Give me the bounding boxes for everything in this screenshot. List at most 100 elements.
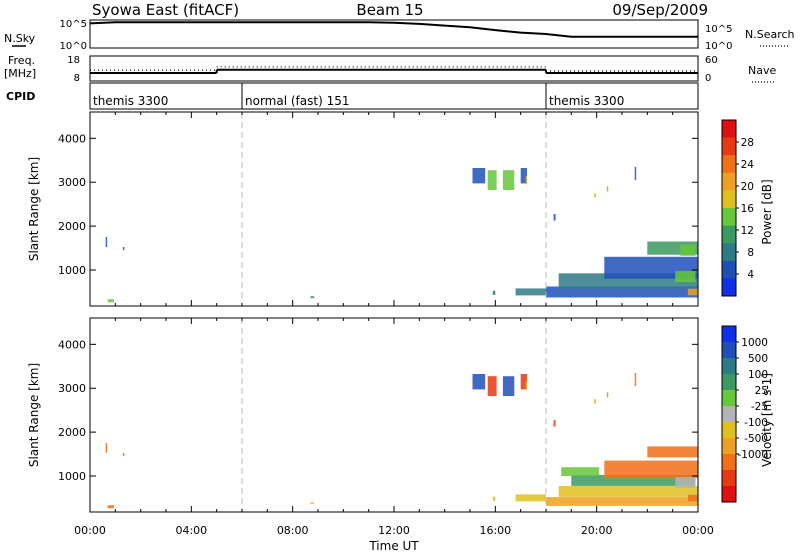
velocity-colorbar-label: Velocity [m s-1] <box>760 373 774 467</box>
power-colorbar-cell-5 <box>722 208 736 226</box>
power-colorbar-tick-label-5: 24 <box>741 159 755 171</box>
power-patch-7 <box>520 168 527 184</box>
velocity-patch-16 <box>675 477 696 489</box>
velocity-patch-7 <box>520 374 527 390</box>
power-colorbar-label: Power [dB] <box>760 179 774 244</box>
freq-left-tick-top: 18 <box>67 55 80 66</box>
power-patch-9 <box>515 288 546 296</box>
velocity-patch-21 <box>634 372 637 387</box>
velocity-patch-6 <box>502 376 515 396</box>
time-axis-label: Time UT <box>368 539 419 553</box>
velocity-colorbar-cell-1 <box>722 342 736 359</box>
velocity-patch-2 <box>122 453 125 457</box>
power-patch-3 <box>310 296 315 299</box>
velocity-ylabel: Slant Range [km] <box>27 363 41 467</box>
nsky-right-tick-top: 10^5 <box>705 24 732 35</box>
velocity-patch-18 <box>594 399 597 404</box>
velocity-colorbar-cell-4 <box>722 390 736 407</box>
velocity-frame <box>89 317 699 513</box>
velocity-colorbar-tick-label-1: 500 <box>748 353 768 365</box>
power-patch-6 <box>502 170 515 190</box>
velocity-patch-3 <box>310 502 315 505</box>
time-tick-label-2: 08:00 <box>277 524 309 537</box>
velocity-patch-0 <box>105 442 108 453</box>
freq-left-unit: [MHz] <box>4 67 36 80</box>
time-tick-label-0: 00:00 <box>74 524 106 537</box>
power-patch-20 <box>634 166 637 181</box>
power-colorbar-cell-8 <box>722 260 736 279</box>
power-colorbar-cell-9 <box>722 278 736 297</box>
nsky-left-tick-bottom: 10^0 <box>60 41 87 52</box>
cpid-panel: CPID themis 3300 normal (fast) 151 themis … <box>6 82 699 110</box>
power-colorbar: 4 8 12 16 20 24 28 <box>721 119 755 297</box>
velocity-colorbar-cell-3 <box>722 374 736 391</box>
power-patch-17 <box>594 193 597 198</box>
cpid-frame <box>89 82 699 110</box>
velocity-colorbar-tick-label-6: -500 <box>744 433 768 445</box>
power-patches <box>105 166 698 303</box>
time-axis: 00:00 04:00 08:00 12:00 16:00 20:00 00:00 <box>74 524 714 537</box>
velocity-patch-17 <box>687 494 698 502</box>
power-patch-12 <box>604 256 698 279</box>
freq-frame <box>89 55 699 82</box>
freq-panel: Freq. [MHz] 18 8 60 0 Nave <box>4 54 776 84</box>
power-colorbar-tick-label-1: 8 <box>747 247 754 259</box>
velocity-colorbar-cell-2 <box>722 358 736 375</box>
power-ytick-label-3: 4000 <box>58 132 86 145</box>
power-colorbar-cell-4 <box>722 190 736 209</box>
velocity-ytick-label-1: 2000 <box>58 426 86 439</box>
nsky-right-tick-bottom: 10^0 <box>705 41 732 52</box>
velocity-patch-13 <box>604 460 698 479</box>
velocity-patch-4 <box>472 374 486 390</box>
power-patch-1 <box>107 299 114 303</box>
power-colorbar-tick-label-6: 28 <box>741 137 754 149</box>
power-colorbar-cell-3 <box>722 172 736 191</box>
beam-label: Beam 15 <box>356 1 423 19</box>
velocity-colorbar-cell-8 <box>722 454 736 471</box>
power-patch-10 <box>546 286 698 298</box>
power-frame <box>89 111 699 307</box>
power-colorbar-cell-0 <box>722 120 736 138</box>
velocity-ytick-label-3: 4000 <box>58 338 86 351</box>
velocity-colorbar-tick-label-2: 100 <box>748 369 768 381</box>
velocity-patch-8 <box>492 496 496 501</box>
velocity-colorbar-tick-label-5: -100 <box>744 417 768 429</box>
power-colorbar-tick-label-4: 20 <box>741 181 754 193</box>
velocity-patch-5 <box>487 376 497 396</box>
nsky-right-label: N.Search <box>745 28 795 41</box>
power-patch-19 <box>553 214 556 221</box>
power-patch-8 <box>492 290 496 295</box>
power-patch-5 <box>487 170 497 190</box>
velocity-patch-1 <box>107 505 114 509</box>
velocity-patch-19 <box>606 392 609 398</box>
cpid-segments: themis 3300 normal (fast) 151 themis 3300 <box>93 83 624 109</box>
velocity-patch-12 <box>571 474 696 486</box>
power-ytick-label-0: 1000 <box>58 264 86 277</box>
nave-right-label: Nave <box>748 64 776 77</box>
velocity-panel: 1000 2000 3000 4000 Slant Range [km] 1000 50… <box>27 317 774 513</box>
velocity-colorbar-tick-label-0: 1000 <box>741 337 768 349</box>
time-tick-label-4: 16:00 <box>479 524 511 537</box>
velocity-colorbar-cell-6 <box>722 422 736 439</box>
velocity-patch-9 <box>515 494 546 502</box>
power-patch-16 <box>687 288 698 296</box>
nsky-frame <box>89 19 699 49</box>
time-tick-label-3: 12:00 <box>378 524 410 537</box>
freq-left-tick-bottom: 8 <box>74 73 80 84</box>
power-panel: 1000 2000 3000 4000 Slant Range [km] 4 8 12 16… <box>27 111 774 307</box>
power-axes: 1000 2000 3000 4000 <box>58 112 699 306</box>
power-colorbar-tick-label-2: 12 <box>741 225 754 237</box>
cpid-segment-label-0: themis 3300 <box>93 94 168 108</box>
freq-series <box>90 66 698 74</box>
velocity-colorbar-tick-label-3: 25 <box>755 385 768 397</box>
velocity-patch-11 <box>558 485 698 497</box>
velocity-colorbar-frame <box>721 325 737 503</box>
time-tick-label-1: 04:00 <box>175 524 207 537</box>
velocity-patch-15 <box>561 467 600 476</box>
date-label: 09/Sep/2009 <box>612 1 708 19</box>
cpid-segment-label-1: normal (fast) 151 <box>245 94 349 108</box>
power-colorbar-tick-label-0: 4 <box>747 269 754 281</box>
power-colorbar-cell-1 <box>722 137 736 156</box>
nsky-left-tick-top: 10^5 <box>60 19 87 30</box>
